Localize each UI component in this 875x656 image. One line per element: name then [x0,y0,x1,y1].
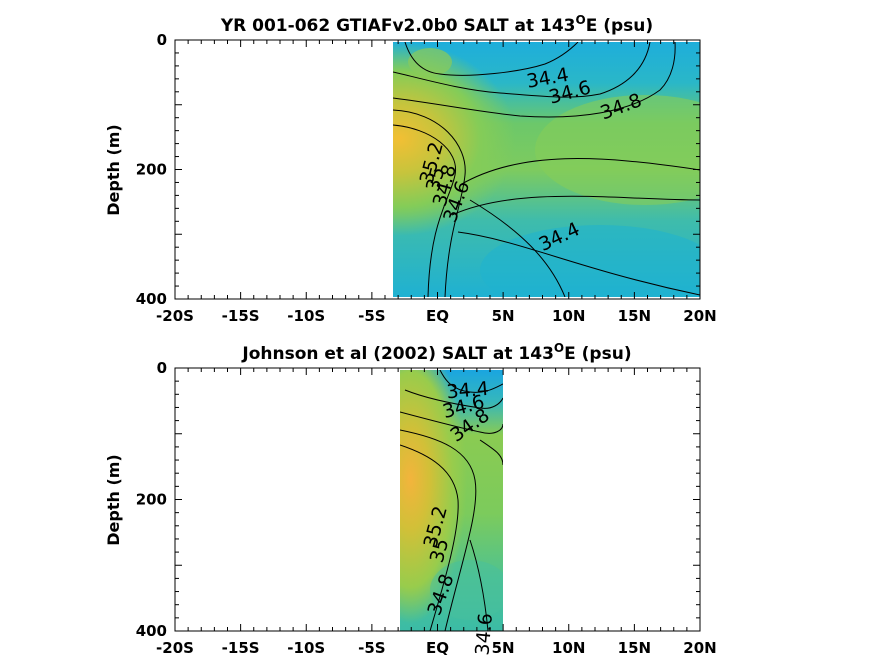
top-x-tick-label: -10S [287,307,325,325]
top-y-axis-label: Depth (m) [104,124,123,216]
bottom-x-tick-label: -15S [222,639,260,656]
top-x-tick-label: 5N [492,307,515,325]
bottom-contour-label: 34.4 [446,378,490,404]
top-x-tick-label: 10N [552,307,585,325]
top-x-tick-label: 15N [618,307,651,325]
top-panel-title: YR 001-062 GTIAFv2.0b0 SALT at 143OE (ps… [220,13,653,36]
top-x-tick-label: -5S [358,307,385,325]
top-x-tick-label: -15S [222,307,260,325]
bottom-x-tick-label: 5N [492,639,515,656]
bottom-y-tick-label: 400 [136,622,167,640]
top-y-tick-label: 0 [157,31,167,49]
bottom-y-axis-label: Depth (m) [104,454,123,546]
top-x-tick-label: 20N [683,307,716,325]
top-x-tick-label: EQ [426,307,449,325]
bottom-x-tick-label: -10S [287,639,325,656]
bottom-y-tick-label: 0 [157,359,167,377]
bottom-heatmap [400,370,503,631]
bottom-panel: Johnson et al (2002) SALT at 143OE (psu)… [104,341,717,656]
bottom-ticks: -20S -15S -10S -5S EQ 5N 10N 15N 20N 0 200 400 [136,359,717,656]
bottom-y-tick-label: 200 [136,491,167,509]
bottom-x-tick-label: EQ [426,639,449,656]
bottom-panel-title: Johnson et al (2002) SALT at 143OE (psu) [241,341,631,364]
top-x-tick-label: -20S [156,307,194,325]
top-y-tick-label: 200 [136,161,167,179]
bottom-x-tick-label: 20N [683,639,716,656]
top-ticks: -20S -15S -10S -5S EQ 5N 10N 15N 20N 0 200 400 [136,31,717,325]
bottom-contour-label: 34.6 [471,612,497,656]
top-y-tick-label: 400 [136,290,167,308]
bottom-x-tick-label: -5S [358,639,385,656]
top-heatmap [393,42,700,297]
bottom-x-tick-label: 15N [618,639,651,656]
top-panel: YR 001-062 GTIAFv2.0b0 SALT at 143OE (ps… [104,13,717,325]
bottom-x-tick-label: 10N [552,639,585,656]
bottom-x-tick-label: -20S [156,639,194,656]
